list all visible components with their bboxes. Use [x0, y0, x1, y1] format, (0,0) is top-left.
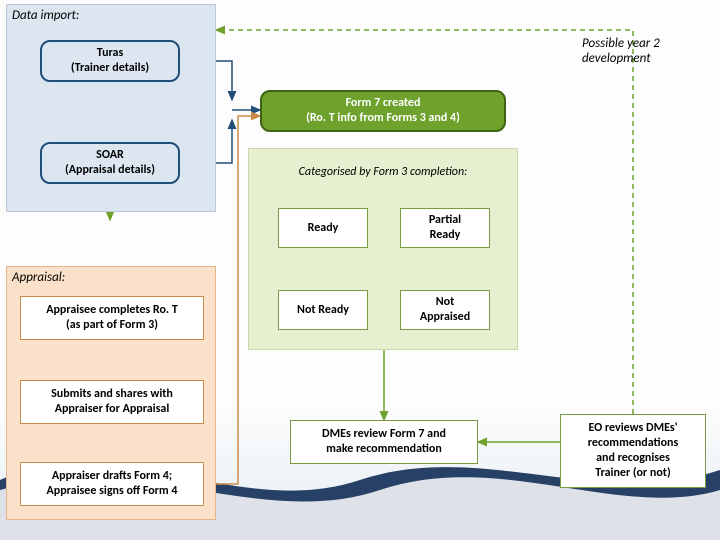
node-notAppr: Not Appraised: [400, 290, 490, 330]
node-apprCompletes: Appraisee completes Ro. T (as part of Fo…: [20, 296, 204, 340]
node-eo: EO reviews DMEs' recommendations and rec…: [560, 414, 706, 488]
node-ready: Ready: [278, 208, 368, 248]
label-dataImport: Data import:: [12, 8, 212, 23]
node-catHeader: Categorised by Form 3 completion:: [248, 160, 518, 184]
node-submits: Submits and shares with Appraiser for Ap…: [20, 380, 204, 424]
node-form7: Form 7 created (Ro. T info from Forms 3 …: [260, 90, 506, 132]
label-appraisal: Appraisal:: [12, 270, 212, 285]
node-drafts: Appraiser drafts Form 4; Appraisee signs…: [20, 462, 204, 506]
node-partial: Partial Ready: [400, 208, 490, 248]
node-notReady: Not Ready: [278, 290, 368, 330]
node-dmes: DMEs review Form 7 and make recommendati…: [290, 420, 478, 464]
node-soar: SOAR (Appraisal details): [40, 142, 180, 184]
label-possibleYr2: Possible year 2 development: [582, 36, 702, 66]
node-turas: Turas (Trainer details): [40, 40, 180, 82]
